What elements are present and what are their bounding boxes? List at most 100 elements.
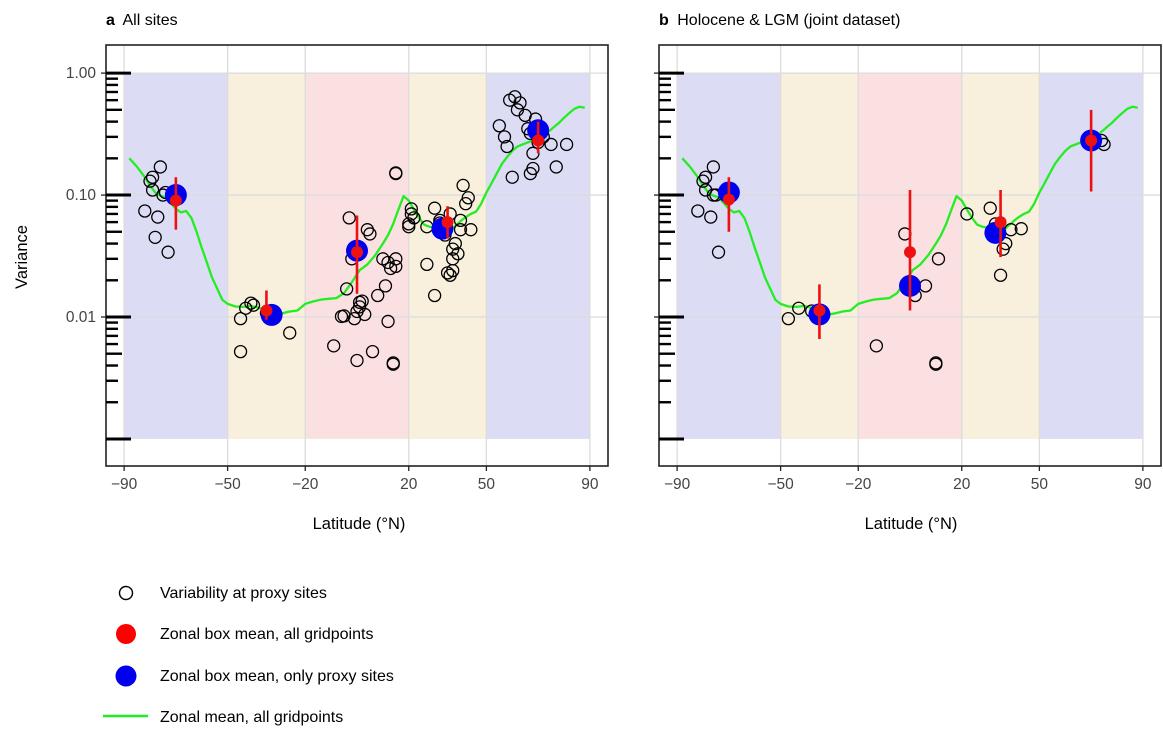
box-mean-all-point [351,246,363,259]
legend-item-zonal-mean: Zonal mean, all gridpoints [103,709,343,726]
x-tick-label: 90 [581,476,599,493]
proxy-site-point [363,227,377,241]
panel-b-x-axis-title: Latitude (°N) [865,515,958,533]
proxy-site-point [386,357,400,371]
x-tick-label: −20 [845,476,872,493]
proxy-site-point [389,252,403,266]
proxy-site-point [459,197,473,211]
proxy-site-point [246,298,261,312]
proxy-site-point [381,314,395,329]
zone-band [780,73,859,439]
box-mean-all-point [813,304,826,317]
legend-label-box-mean-all: Zonal box mean, all gridpoints [160,626,373,643]
proxy-site-point [145,170,160,184]
proxy-site-point [153,160,167,174]
proxy-site-point [456,178,470,193]
x-tick-label: 50 [1031,476,1049,493]
proxy-site-point [407,211,421,225]
proxy-site-point [960,207,974,221]
x-tick-label: −90 [111,476,138,493]
proxy-site-point [453,223,468,237]
proxy-site-point [389,166,403,180]
proxy-site-point [526,161,540,176]
legend-item-box-mean-proxy: Zonal box mean, only proxy sites [115,665,394,687]
x-tick-label: −50 [214,476,241,493]
proxy-site-point [233,311,248,326]
proxy-site-point [355,294,369,308]
x-tick-label: 50 [478,476,496,493]
panel-a-tag: a [106,12,115,29]
proxy-site-point [239,301,253,315]
box-mean-all-point [441,216,454,229]
legend-item-proxy-sites: Variability at proxy sites [118,585,327,602]
proxy-site-point [453,213,468,228]
proxy-site-point [161,245,175,259]
proxy-site-point [691,204,705,218]
proxy-site-point [327,339,341,353]
proxy-site-point [145,183,160,197]
zonal-mean-line [681,105,1138,317]
plot-frame [658,44,1162,467]
panel-b-title: b Holocene & LGM (joint dataset) [659,12,900,29]
panel-b: −90 −50 −20 20 50 90 [654,44,1162,493]
proxy-site-point [869,339,884,353]
panel-a-title-text: All sites [122,12,177,29]
proxy-site-point [781,311,796,326]
proxy-site-point [983,201,997,215]
proxy-site-point [151,210,165,224]
y-tick-label: 0.10 [66,187,97,204]
proxy-site-point [427,288,442,303]
panel-a: −90 −50 −20 20 50 90 0.01 0.10 1.00 [66,44,609,493]
proxy-site-point [350,353,364,368]
proxy-site-point [711,245,726,259]
legend-open-circle-icon [118,585,134,601]
proxy-site-point [233,344,248,359]
proxy-site-point [244,296,258,310]
panel-b-tag: b [659,12,669,29]
legend-label-proxy-sites: Variability at proxy sites [160,585,327,602]
box-mean-all-point [722,193,735,206]
proxy-site-point [698,170,713,184]
proxy-site-point [148,230,162,244]
proxy-site-point [342,211,356,225]
proxy-site-point [544,137,558,152]
proxy-site-point [497,130,512,144]
proxy-site-point [404,207,418,221]
x-tick-label: −50 [767,476,794,493]
proxy-site-point [505,170,519,184]
proxy-site-point [500,139,514,154]
proxy-site-point [381,255,395,270]
proxy-site-point [339,282,354,296]
proxy-site-point [704,210,718,224]
proxy-site-point [446,263,460,278]
proxy-site-point [371,288,385,303]
legend: Variability at proxy sites Zonal box mea… [103,585,394,726]
panel-b-title-text: Holocene & LGM (joint dataset) [677,12,900,29]
proxy-site-point [389,259,403,274]
proxy-site-point [792,301,806,315]
box-mean-all-point [169,194,182,207]
proxy-site-point [464,223,478,237]
proxy-site-point [365,344,380,359]
y-tick-label: 0.01 [66,309,96,326]
proxy-site-point [420,257,434,272]
x-tick-label: −20 [292,476,319,493]
box-mean-all-point [532,134,545,147]
proxy-site-point [448,236,462,251]
plot-frame [105,44,609,467]
proxy-site-point [513,96,527,110]
proxy-site-point [138,204,152,218]
box-mean-all-point [1085,134,1098,147]
zonal-mean-line [128,105,585,317]
proxy-site-point [283,326,297,340]
proxy-site-point [698,183,713,197]
proxy-site-point [492,119,506,133]
proxy-site-point [929,357,943,371]
proxy-site-point [451,247,465,261]
proxy-site-point [1014,222,1028,236]
box-mean-all-point [260,304,273,317]
zone-band [677,73,781,439]
proxy-site-point [358,307,372,322]
x-tick-label: 20 [953,476,971,493]
